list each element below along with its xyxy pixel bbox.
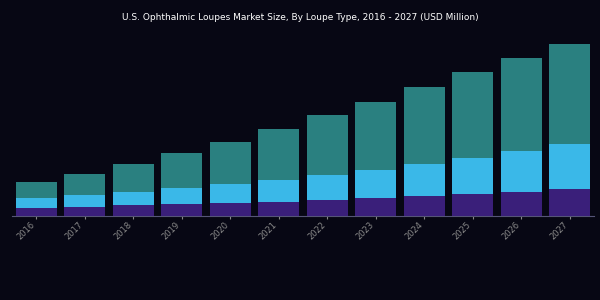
Bar: [113, 206, 154, 216]
Bar: [307, 115, 348, 175]
Bar: [16, 198, 57, 208]
Bar: [549, 44, 590, 143]
Bar: [307, 200, 348, 216]
Bar: [404, 87, 445, 164]
Legend: Flip-up, Galilean, Prismatic: Flip-up, Galilean, Prismatic: [202, 296, 404, 300]
Bar: [500, 58, 542, 151]
Bar: [452, 194, 493, 216]
Bar: [549, 143, 590, 189]
Bar: [404, 164, 445, 196]
Bar: [355, 101, 397, 170]
Bar: [452, 158, 493, 194]
Bar: [307, 175, 348, 200]
Bar: [16, 182, 57, 198]
Bar: [209, 142, 251, 184]
Bar: [355, 170, 397, 198]
Bar: [209, 203, 251, 216]
Bar: [258, 180, 299, 202]
Bar: [64, 174, 106, 195]
Bar: [161, 188, 202, 204]
Bar: [209, 184, 251, 203]
Bar: [500, 192, 542, 216]
Bar: [16, 208, 57, 216]
Bar: [404, 196, 445, 216]
Bar: [64, 195, 106, 207]
Bar: [161, 154, 202, 188]
Bar: [113, 164, 154, 192]
Bar: [64, 207, 106, 216]
Bar: [549, 189, 590, 216]
Text: U.S. Ophthalmic Loupes Market Size, By Loupe Type, 2016 - 2027 (USD Million): U.S. Ophthalmic Loupes Market Size, By L…: [122, 14, 478, 22]
Bar: [500, 151, 542, 192]
Bar: [258, 202, 299, 216]
Bar: [113, 192, 154, 206]
Bar: [161, 204, 202, 216]
Bar: [258, 129, 299, 180]
Bar: [355, 198, 397, 216]
Bar: [452, 72, 493, 158]
